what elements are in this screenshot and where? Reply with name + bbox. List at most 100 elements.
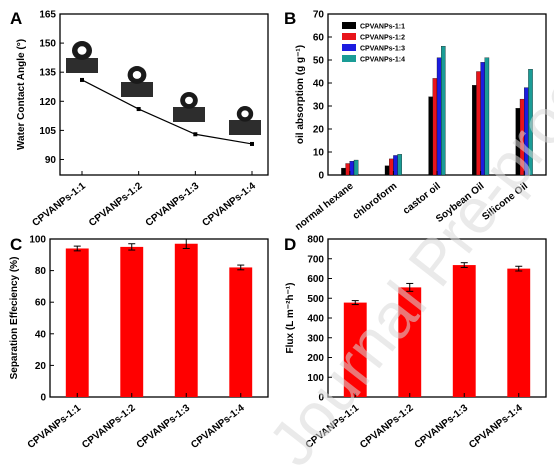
panel-c-y-tick-label: 80 [35,266,47,277]
panel-c-y-axis-label: Separation Effeciency (%) [9,257,20,380]
panel-d-x-tick-label: CPVANPs-1:2 [358,402,416,451]
panel-d-y-tick-label: 100 [307,373,324,384]
panel-a-line-chart: 90 105 120 135 150 165 Water Contact Angle (°)… [16,10,269,229]
panel-b-letter: B [284,9,296,28]
panel-d-y-tick-label: 300 [307,333,324,344]
panel-a-data-point [136,107,141,112]
panel-b-bar [441,46,446,176]
panel-d-bar [398,287,422,397]
panel-a-y-tick-label: 150 [39,39,56,50]
panel-b-x-tick-label: normal hexane [293,180,356,232]
panel-b-legend-label: CPVANPs-1:2 [360,35,405,42]
panel-b-bar [353,159,359,176]
panel-d-y-tick-label: 200 [307,353,324,364]
panel-a-substrate [229,120,261,135]
panel-b-y-axis-label: oil absorption (g g⁻¹) [295,45,306,144]
panel-a-x-tick-label: CPVANPs-1:4 [200,180,258,229]
panel-a-droplet-highlight [185,96,193,105]
panel-d-bar [452,265,476,397]
panel-b-bar [436,57,442,176]
panel-d-y-tick-label: 0 [318,393,324,404]
panel-a-y-tick-label: 135 [39,68,56,79]
panel-c-x-tick-label: CPVANPs-1:4 [189,402,247,451]
panel-c-x-tick-label: CPVANPs-1:2 [80,402,138,451]
panel-b-y-tick-label: 70 [313,10,325,21]
panel-a-x-tick-label: CPVANPs-1:1 [30,180,88,229]
panel-b-y-tick-label: 20 [313,125,325,136]
panel-b-bar [528,69,533,176]
panel-a-droplet-highlight [132,71,142,79]
panel-d-y-axis-label: Flux (L m⁻²h⁻¹) [285,283,296,354]
panel-a-droplet-image [173,92,205,122]
panel-b-bar [393,155,398,176]
panel-b-bar [384,165,390,176]
panel-d-bar [507,268,531,397]
panel-a-y-tick-label: 120 [39,97,56,108]
panel-a-droplet-image [121,66,153,97]
panel-c-y-tick-label: 20 [35,361,47,372]
panel-b-legend-swatch [342,33,356,40]
panel-a-droplet-image [229,106,261,135]
panel-a-x-tick-label: CPVANPs-1:2 [87,180,145,229]
panel-c-bar [174,243,198,397]
panel-b-y-tick-label: 30 [313,102,325,113]
panel-c-x-tick-label: CPVANPs-1:1 [26,402,84,451]
panel-b-bar [428,96,433,176]
panel-c-x-tick-label: CPVANPs-1:3 [135,402,193,451]
panel-b-legend-swatch [342,44,356,51]
panel-a-letter: A [10,9,22,28]
panel-b-bar [345,163,350,176]
panel-b-y-tick-label: 40 [313,79,325,90]
panel-a-data-point [193,132,198,137]
panel-d-y-tick-label: 800 [307,235,324,246]
panel-b-legend-swatch [342,55,356,62]
panel-b-legend-swatch [342,22,356,29]
panel-b-y-tick-label: 50 [313,56,325,67]
panel-a-y-tick-label: 105 [39,126,56,137]
panel-a-substrate [66,58,98,73]
panel-a-data-point [80,77,84,82]
panel-b-x-tick-label: chloroform [351,181,399,222]
panel-c-y-tick-label: 40 [35,329,47,340]
panel-b-legend-label: CPVANPs-1:4 [360,57,405,64]
panel-a-droplet-highlight [241,110,249,118]
panel-c-bar [120,246,144,397]
panel-a-data-point [250,141,254,146]
panel-a-plot-frame [59,13,269,176]
panel-d-bar [343,302,367,397]
panel-a-y-tick-label: 165 [39,10,56,21]
panel-b-legend-label: CPVANPs-1:1 [360,24,405,31]
panel-b-y-tick-label: 0 [318,171,324,182]
panel-d-x-tick-label: CPVANPs-1:4 [467,402,525,451]
panel-b-bar [349,161,355,176]
panel-a-series-line [81,79,253,145]
panel-d-y-tick-label: 400 [307,314,324,325]
panel-d-x-tick-label: CPVANPs-1:3 [413,402,471,451]
panel-a-droplet-image [66,41,98,73]
panel-c-letter: C [10,235,22,254]
panel-d-y-tick-label: 600 [307,274,324,285]
panel-b-bar [432,78,438,176]
panel-d-y-tick-label: 700 [307,254,324,265]
panel-b-bar [397,154,402,176]
panel-b-y-tick-label: 10 [313,148,325,159]
panel-b-legend-label: CPVANPs-1:3 [360,46,405,53]
panel-c-y-tick-label: 100 [29,235,46,246]
panel-c-bar [65,248,89,397]
panel-a-substrate [121,82,153,97]
panel-b-bar [389,158,394,176]
panel-b-bar [341,167,346,176]
panel-c-plot-frame [49,238,269,398]
panel-c-bar-chart: 0 20 40 60 80 100 Separation Effeciency (%) CPV… [9,235,269,451]
panel-c-y-tick-label: 0 [40,393,46,404]
panel-d-letter: D [284,235,296,254]
panel-d-y-tick-label: 500 [307,294,324,305]
panel-a-y-tick-label: 90 [45,155,57,166]
panel-a-droplet-highlight [77,46,87,55]
panel-c-bar [229,267,253,397]
panel-c-y-tick-label: 60 [35,298,47,309]
panel-a-x-tick-label: CPVANPs-1:3 [144,180,202,229]
panel-a-substrate [173,107,205,122]
panel-b-y-tick-label: 60 [313,33,325,44]
